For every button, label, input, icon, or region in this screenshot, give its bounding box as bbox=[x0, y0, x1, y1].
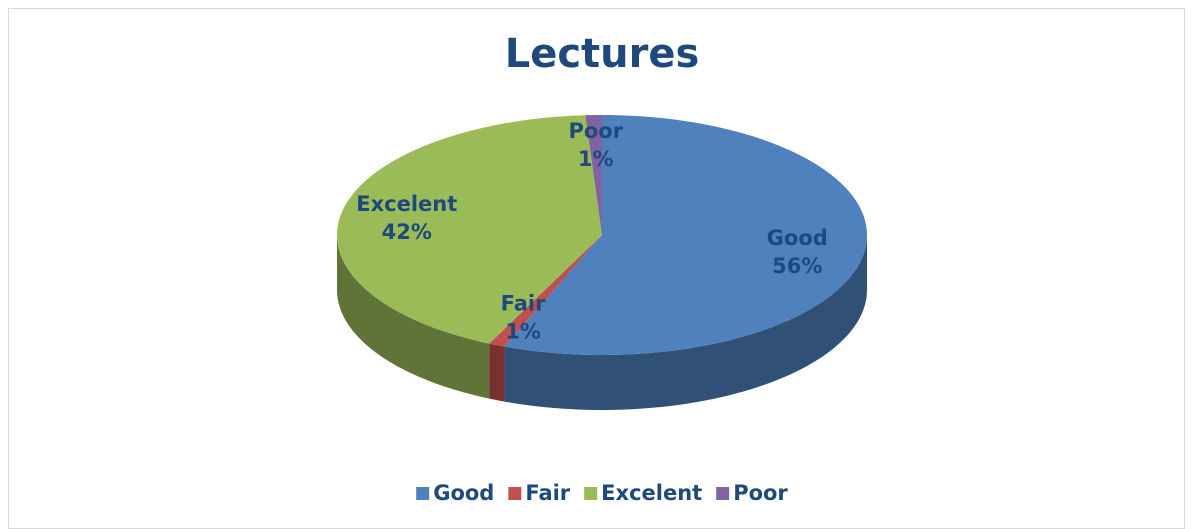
data-label-value: 56% bbox=[772, 254, 822, 278]
slice bbox=[585, 115, 602, 235]
slice-side bbox=[337, 235, 490, 399]
legend-label: Excelent bbox=[601, 481, 702, 505]
legend-swatch bbox=[716, 487, 730, 500]
data-label-value: 1% bbox=[505, 320, 541, 344]
slice-side bbox=[489, 343, 505, 402]
chart-title: Lectures bbox=[505, 31, 700, 77]
legend-label: Fair bbox=[525, 481, 570, 505]
legend-label: Good bbox=[433, 481, 494, 505]
slice bbox=[489, 235, 602, 347]
legend-swatch bbox=[508, 487, 522, 500]
data-label-category: Poor bbox=[568, 119, 623, 143]
data-label: Good 56% bbox=[767, 226, 828, 278]
data-label-value: 42% bbox=[382, 220, 432, 244]
data-label-value: 1% bbox=[578, 147, 614, 171]
data-label-category: Excelent bbox=[356, 192, 457, 216]
data-label: Fair 1% bbox=[501, 292, 546, 344]
legend-swatch bbox=[584, 487, 598, 500]
slice bbox=[337, 115, 602, 344]
data-label: Poor 1% bbox=[568, 119, 623, 171]
data-label-category: Good bbox=[767, 226, 828, 250]
legend-label: Poor bbox=[733, 481, 788, 505]
legend-swatch bbox=[416, 487, 430, 500]
legend: Good Fair Excelent Poor bbox=[416, 481, 788, 505]
slice-side bbox=[504, 235, 867, 410]
slice bbox=[504, 115, 867, 355]
data-label: Excelent 42% bbox=[356, 192, 457, 244]
data-label-category: Fair bbox=[501, 292, 546, 316]
